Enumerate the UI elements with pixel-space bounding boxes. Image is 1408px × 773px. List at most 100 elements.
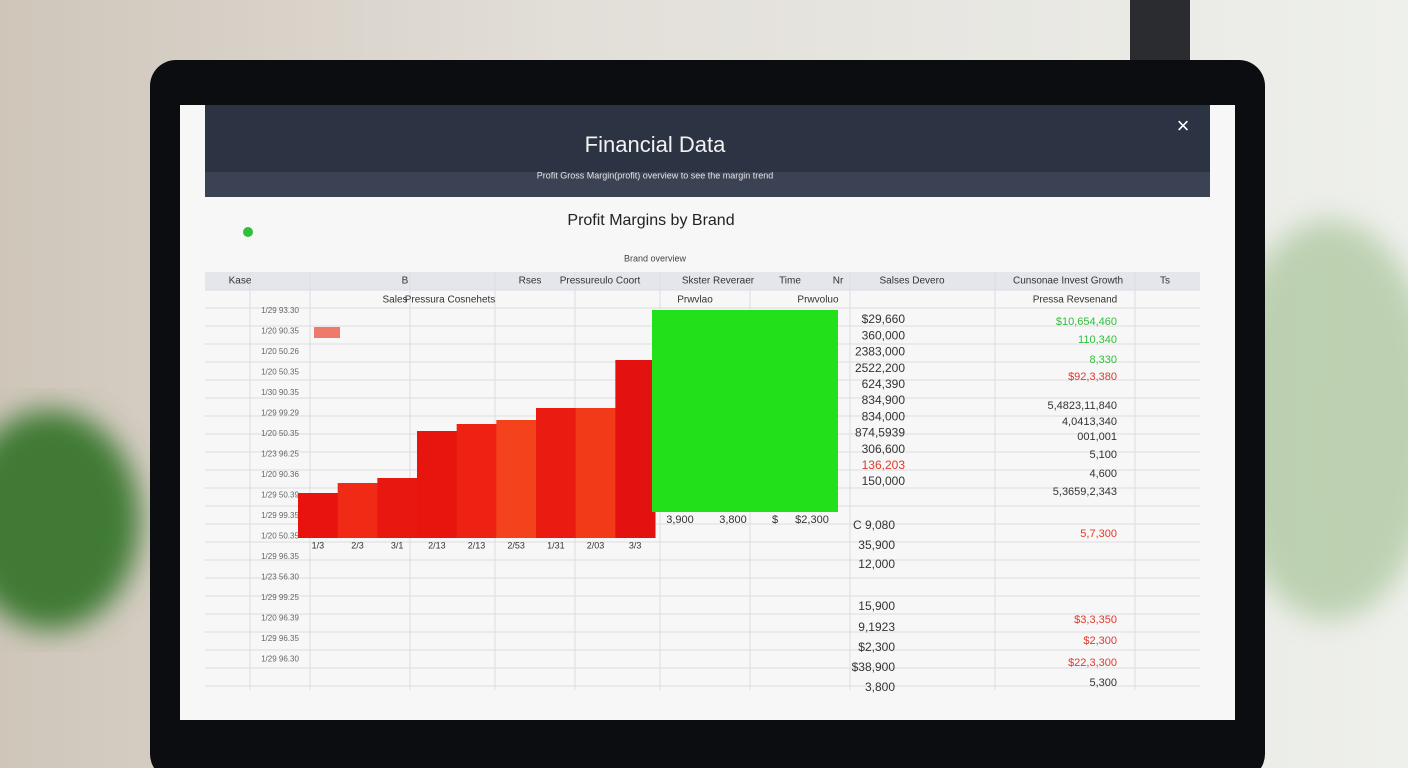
- column-header: Time: [779, 276, 801, 287]
- row-label: 1/29 99.25: [261, 593, 299, 602]
- value-cell: 834,000: [862, 409, 906, 423]
- x-tick-label: 2/3: [351, 540, 364, 550]
- bar: [615, 360, 656, 538]
- growth-cell: 5,7,300: [1080, 528, 1117, 540]
- value-cell: C 9,080: [853, 518, 895, 532]
- value-cell: $38,900: [852, 660, 896, 674]
- growth-cell: $92,3,380: [1068, 371, 1117, 383]
- row-label: 1/20 90.36: [261, 470, 299, 479]
- growth-cell: 8,330: [1089, 354, 1117, 366]
- bar: [456, 424, 497, 538]
- column-header: Cunsonae Invest Growth: [1013, 276, 1123, 287]
- row-label: 1/29 96.35: [261, 634, 299, 643]
- value-cell: 3,800: [865, 680, 895, 694]
- x-tick-label: 1/3: [312, 540, 325, 550]
- value-cell: 136,203: [862, 458, 906, 472]
- chart-caption: Brand overview: [624, 253, 687, 263]
- row-label: 1/29 96.30: [261, 655, 299, 664]
- row-label: 1/29 50.39: [261, 491, 299, 500]
- row-label: 1/20 50.35: [261, 368, 299, 377]
- sub-header: Pressura Cosnehets: [405, 295, 496, 306]
- flag-cell: [314, 327, 340, 338]
- value-cell: 150,000: [862, 474, 906, 488]
- value-cell: 3,800: [719, 514, 747, 526]
- column-header: Nr: [833, 276, 844, 287]
- row-label: 1/20 50.26: [261, 347, 299, 356]
- growth-cell: $3,3,350: [1074, 614, 1117, 626]
- value-cell: 35,900: [858, 538, 895, 552]
- column-header: Pressureulo Coort: [560, 276, 641, 287]
- value-cell: 15,900: [858, 599, 895, 613]
- window-title: Financial Data: [585, 132, 726, 157]
- growth-cell: $10,654,460: [1056, 316, 1117, 328]
- column-header: Salses Devero: [879, 276, 944, 287]
- growth-cell: $22,3,300: [1068, 657, 1117, 669]
- value-cell: 2383,000: [855, 345, 905, 359]
- x-tick-label: 2/53: [507, 540, 525, 550]
- growth-cell: 001,001: [1077, 431, 1117, 443]
- value-cell: $: [772, 514, 778, 526]
- value-cell: 624,390: [862, 377, 906, 391]
- sub-header: Prwvoluo: [797, 295, 839, 306]
- column-header: Rses: [519, 276, 542, 287]
- foliage: [1220, 220, 1408, 620]
- growth-cell: 5,4823,11,840: [1047, 400, 1117, 412]
- value-cell: 9,1923: [858, 620, 895, 634]
- value-cell: 360,000: [862, 328, 906, 342]
- highlight-range: [652, 310, 838, 512]
- sheet-title: Profit Margins by Brand: [567, 212, 734, 229]
- row-label: 1/29 93.30: [261, 306, 299, 315]
- x-tick-label: 2/03: [587, 540, 605, 550]
- window-subtitle: Profit Gross Margin(profit) overview to …: [537, 170, 774, 180]
- column-header: Skster Reveraer: [682, 276, 755, 287]
- x-tick-label: 3/1: [391, 540, 404, 550]
- value-cell: 2522,200: [855, 361, 905, 375]
- x-tick-label: 2/13: [468, 540, 486, 550]
- row-label: 1/20 96.39: [261, 614, 299, 623]
- bar: [496, 420, 537, 538]
- bar: [417, 431, 458, 538]
- row-label: 1/30 90.35: [261, 388, 299, 397]
- value-cell: 12,000: [858, 557, 895, 571]
- row-label: 1/20 50.35: [261, 429, 299, 438]
- sub-header: Sales: [382, 295, 407, 306]
- row-label: 1/23 96.25: [261, 450, 299, 459]
- row-label: 1/20 90.35: [261, 327, 299, 336]
- value-cell: 306,600: [862, 442, 906, 456]
- value-cell: $2,300: [795, 514, 829, 526]
- bar: [298, 493, 339, 538]
- growth-cell: 4,600: [1089, 468, 1117, 480]
- row-label: 1/29 99.29: [261, 409, 299, 418]
- x-tick-label: 2/13: [428, 540, 446, 550]
- growth-cell: 4,0413,340: [1062, 416, 1117, 428]
- title-bar: [205, 105, 1210, 172]
- close-button[interactable]: ×: [1177, 113, 1190, 138]
- sub-header: Prwvlao: [677, 295, 713, 306]
- value-cell: 3,900: [666, 514, 694, 526]
- growth-cell: 5,3659,2,343: [1053, 486, 1117, 498]
- row-label: 1/20 50.35: [261, 532, 299, 541]
- row-label: 1/29 99.35: [261, 511, 299, 520]
- x-tick-label: 1/31: [547, 540, 565, 550]
- growth-cell: 5,300: [1089, 677, 1117, 689]
- value-cell: 874,5939: [855, 426, 905, 440]
- value-cell: $2,300: [858, 640, 895, 654]
- growth-cell: $2,300: [1083, 635, 1117, 647]
- bar: [536, 408, 577, 538]
- x-tick-label: 3/3: [629, 540, 642, 550]
- column-header: B: [402, 276, 409, 287]
- row-label: 1/29 96.35: [261, 552, 299, 561]
- bar: [377, 478, 418, 538]
- plant: [0, 410, 140, 630]
- column-header: Kase: [229, 276, 252, 287]
- growth-cell: 110,340: [1078, 334, 1117, 346]
- row-label: 1/23 56.30: [261, 573, 299, 582]
- status-dot: [243, 227, 253, 237]
- bar: [337, 483, 378, 538]
- value-cell: 834,900: [862, 393, 906, 407]
- sub-bar: [205, 172, 1210, 197]
- bar: [575, 408, 616, 538]
- value-cell: $29,660: [862, 312, 906, 326]
- sub-header: Pressa Revsenand: [1033, 295, 1118, 306]
